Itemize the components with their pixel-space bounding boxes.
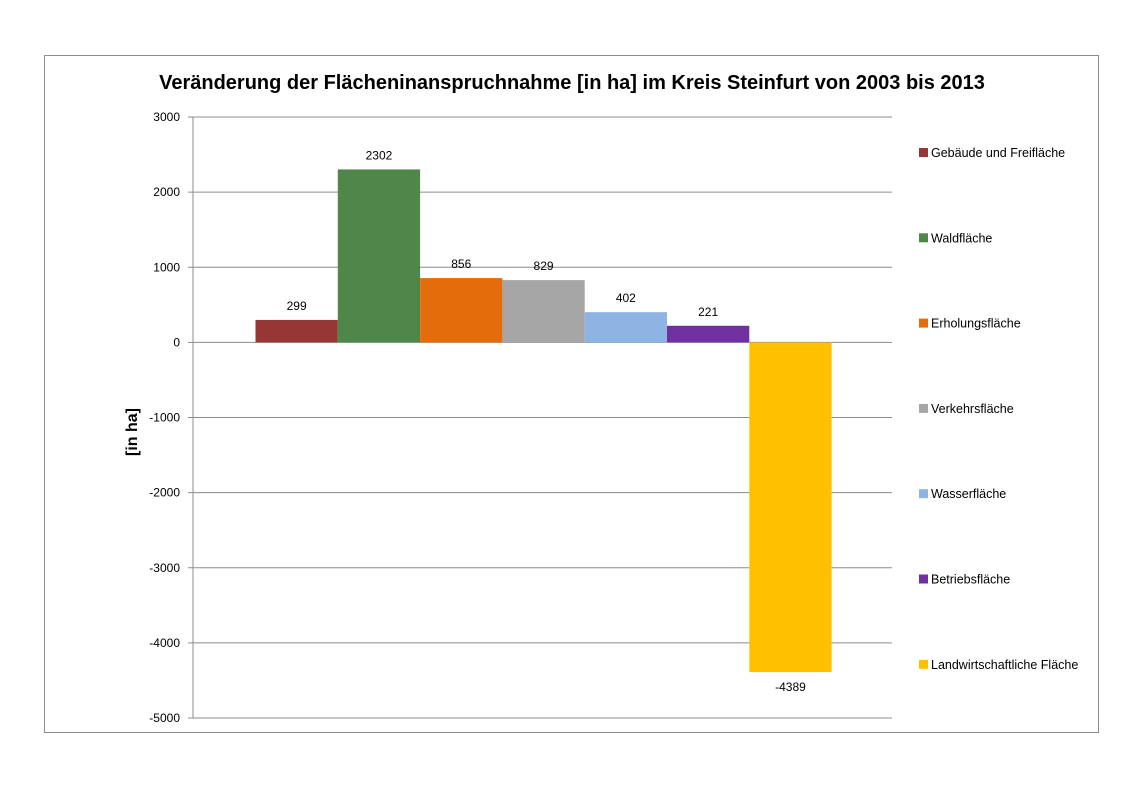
legend-swatch (919, 318, 928, 328)
data-label: 829 (534, 259, 554, 273)
y-tick-label: 0 (173, 335, 180, 349)
legend-swatch (919, 403, 928, 413)
legend-swatch (919, 148, 928, 157)
bar (667, 325, 750, 343)
y-tick-label: -1000 (149, 411, 180, 425)
legend-swatch (919, 574, 928, 584)
legend-entry: Betriebsfläche (931, 573, 1010, 587)
y-tick-label: 2000 (153, 185, 180, 199)
legend-entry: Wasserfläche (931, 487, 1006, 501)
legend-entry: Erholungsfläche (931, 317, 1021, 331)
legend-entry: Gebäude und Freifläche (931, 146, 1065, 160)
legend-swatch (919, 659, 928, 669)
legend-swatch (919, 233, 928, 243)
data-labels: 299 2302 856 829 402 221 -4389 (287, 148, 806, 694)
data-label: 856 (451, 257, 471, 271)
data-label: 221 (698, 305, 718, 319)
legend-entry: Landwirtschaftliche Fläche (931, 658, 1078, 672)
data-label: 2302 (366, 148, 393, 162)
y-tick-label: -2000 (149, 486, 180, 500)
chart-frame: Veränderung der Flächeninanspruchnahme [… (44, 55, 1099, 733)
bar (749, 342, 832, 673)
y-tick-label: -3000 (149, 561, 180, 575)
bar (337, 169, 421, 343)
y-tick-label: -5000 (149, 711, 180, 725)
y-axis-ticks: 3000 2000 1000 0 -1000 -2000 -3000 -4000 -5000 (149, 110, 180, 725)
bar (502, 280, 585, 343)
bar (420, 278, 503, 343)
legend-entry: Verkehrsfläche (931, 402, 1014, 416)
bars (255, 169, 832, 673)
bar (255, 319, 338, 343)
legend: Gebäude und Freifläche Waldfläche Erholung… (919, 146, 1078, 672)
y-tick-label: 3000 (153, 110, 180, 124)
chart-title: Veränderung der Flächeninanspruchnahme [… (159, 72, 985, 94)
legend-entry: Waldfläche (931, 231, 992, 245)
y-tick-label: -4000 (149, 636, 180, 650)
y-tick-label: 1000 (153, 260, 180, 274)
data-label: -4389 (775, 680, 806, 694)
bar (584, 312, 667, 343)
data-label: 299 (287, 299, 307, 313)
y-axis-label: [in ha] (124, 408, 141, 456)
legend-swatch (919, 489, 928, 499)
bar-chart: Veränderung der Flächeninanspruchnahme [… (124, 72, 1078, 725)
data-label: 402 (616, 291, 636, 305)
